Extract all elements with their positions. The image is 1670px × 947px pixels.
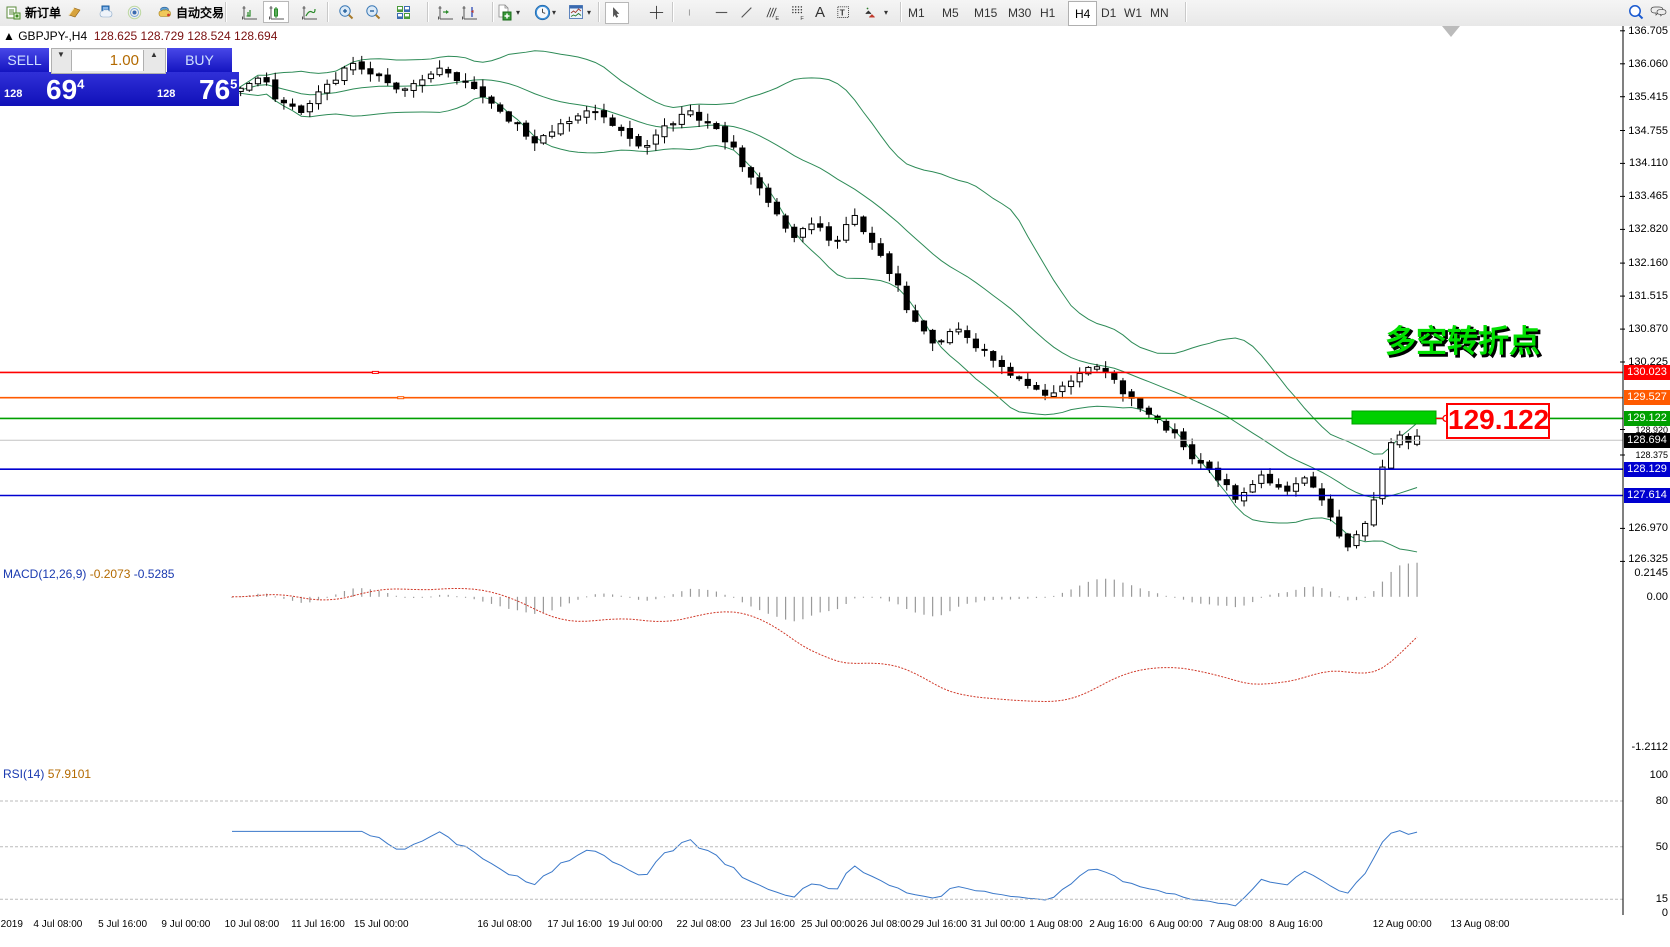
svg-text:T: T xyxy=(840,8,845,17)
svg-text:E: E xyxy=(775,16,779,21)
svg-text:F: F xyxy=(800,16,804,21)
